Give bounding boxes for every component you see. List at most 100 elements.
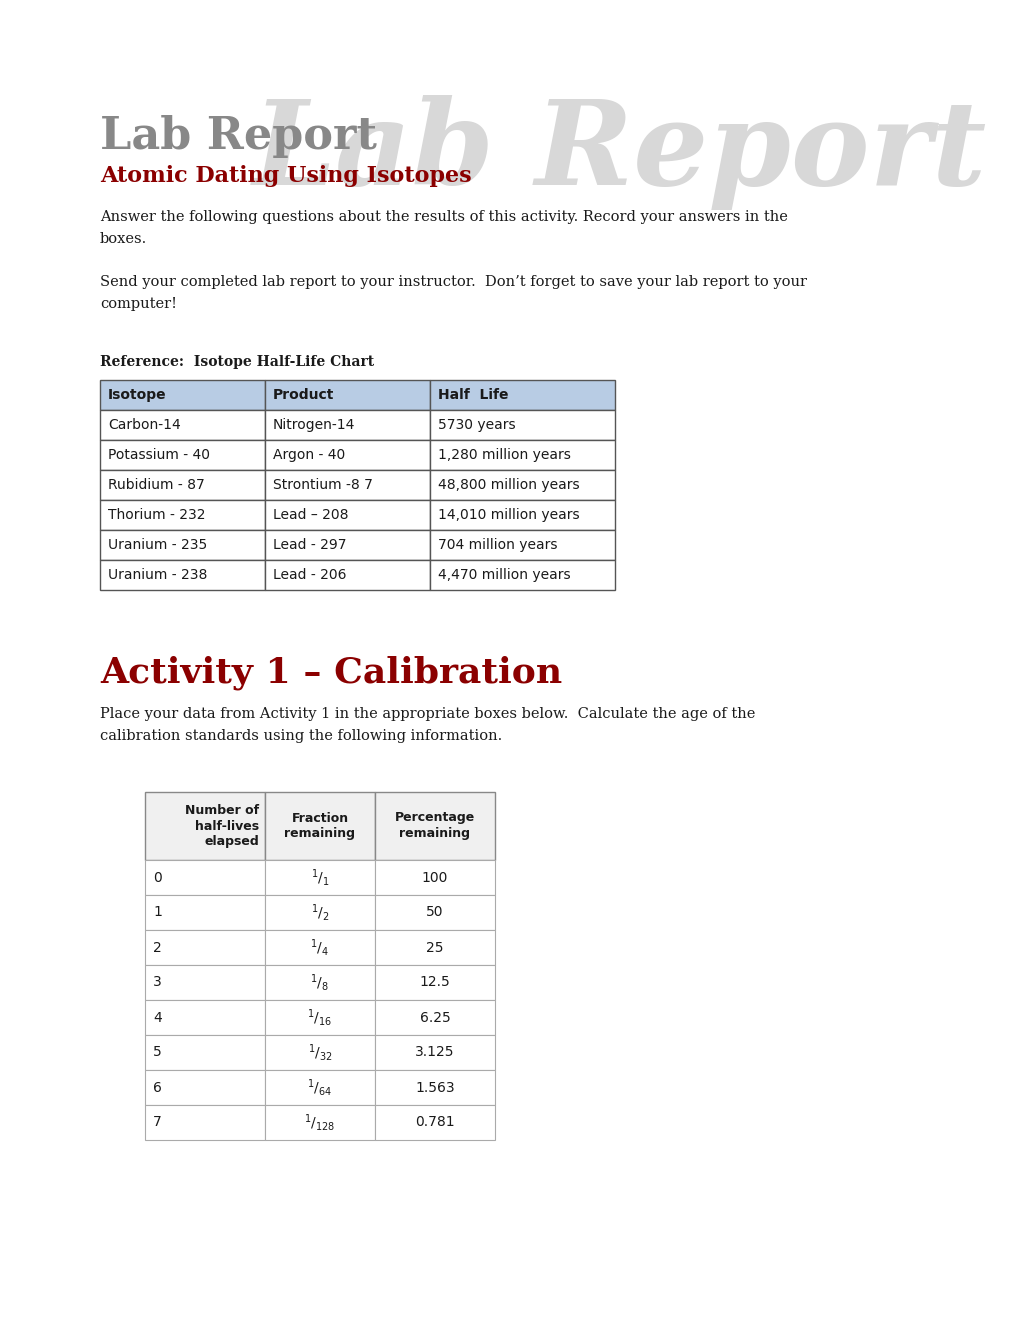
Text: 4: 4 [153, 1011, 162, 1024]
Text: Lead - 206: Lead - 206 [273, 568, 346, 582]
Bar [265, 895, 375, 931]
Bar [430, 560, 614, 590]
Bar [265, 792, 375, 861]
Text: $^1/_2$: $^1/_2$ [311, 902, 329, 923]
Bar [375, 965, 494, 1001]
Text: Nitrogen-14: Nitrogen-14 [273, 418, 355, 432]
Bar [100, 560, 265, 590]
Text: $^1/_8$: $^1/_8$ [310, 972, 329, 993]
Bar [265, 1035, 375, 1071]
Text: 0: 0 [153, 870, 162, 884]
Text: 5730 years: 5730 years [437, 418, 516, 432]
Text: Percentage
remaining: Percentage remaining [394, 812, 475, 841]
Text: Rubidium - 87: Rubidium - 87 [108, 478, 205, 492]
Text: $^1/_{32}$: $^1/_{32}$ [308, 1041, 332, 1063]
Bar [265, 380, 430, 411]
Bar [265, 500, 430, 531]
Text: $^1/_1$: $^1/_1$ [311, 867, 329, 888]
Bar [145, 792, 265, 861]
Bar [375, 931, 494, 965]
Bar [430, 500, 614, 531]
Text: Reference:  Isotope Half-Life Chart: Reference: Isotope Half-Life Chart [100, 355, 374, 370]
Bar [375, 1071, 494, 1105]
Text: $^1/_4$: $^1/_4$ [310, 937, 329, 958]
Bar [145, 1071, 265, 1105]
Bar [265, 965, 375, 1001]
Bar [375, 792, 494, 861]
Bar [265, 861, 375, 895]
Text: 1,280 million years: 1,280 million years [437, 447, 571, 462]
Bar [145, 1035, 265, 1071]
Text: Activity 1 – Calibration: Activity 1 – Calibration [100, 655, 561, 689]
Text: Thorium - 232: Thorium - 232 [108, 508, 205, 521]
Text: 7: 7 [153, 1115, 162, 1130]
Text: $^1/_{128}$: $^1/_{128}$ [304, 1111, 335, 1133]
Text: Lab Report: Lab Report [100, 115, 377, 158]
Text: Lead – 208: Lead – 208 [273, 508, 348, 521]
Text: 12.5: 12.5 [419, 975, 450, 990]
Text: 704 million years: 704 million years [437, 539, 557, 552]
Text: Lead - 297: Lead - 297 [273, 539, 346, 552]
Bar [430, 470, 614, 500]
Bar [100, 470, 265, 500]
Text: 0.781: 0.781 [415, 1115, 454, 1130]
Bar [375, 895, 494, 931]
Bar [265, 1071, 375, 1105]
Text: 5: 5 [153, 1045, 162, 1060]
Text: Send your completed lab report to your instructor.  Don’t forget to save your la: Send your completed lab report to your i… [100, 275, 806, 310]
Text: Carbon-14: Carbon-14 [108, 418, 180, 432]
Bar [375, 1001, 494, 1035]
Text: Answer the following questions about the results of this activity. Record your a: Answer the following questions about the… [100, 210, 787, 246]
Text: 50: 50 [426, 906, 443, 920]
Bar [100, 500, 265, 531]
Bar [145, 1105, 265, 1140]
Bar [100, 380, 265, 411]
Text: Fraction
remaining: Fraction remaining [284, 812, 356, 841]
Bar [375, 1105, 494, 1140]
Text: 1.563: 1.563 [415, 1081, 454, 1094]
Bar [100, 531, 265, 560]
Bar [430, 440, 614, 470]
Bar [430, 380, 614, 411]
Bar [265, 411, 430, 440]
Text: Uranium - 238: Uranium - 238 [108, 568, 207, 582]
Bar [145, 861, 265, 895]
Text: Lab Report: Lab Report [253, 95, 986, 210]
Text: 14,010 million years: 14,010 million years [437, 508, 579, 521]
Text: Atomic Dating Using Isotopes: Atomic Dating Using Isotopes [100, 165, 471, 187]
Text: $^1/_{16}$: $^1/_{16}$ [307, 1007, 332, 1028]
Text: 4,470 million years: 4,470 million years [437, 568, 570, 582]
Text: Half  Life: Half Life [437, 388, 508, 403]
Bar [430, 531, 614, 560]
Text: Product: Product [273, 388, 334, 403]
Text: 1: 1 [153, 906, 162, 920]
Bar [430, 411, 614, 440]
Bar [265, 470, 430, 500]
Text: 100: 100 [422, 870, 447, 884]
Text: Strontium -8 7: Strontium -8 7 [273, 478, 373, 492]
Text: 6: 6 [153, 1081, 162, 1094]
Text: 25: 25 [426, 940, 443, 954]
Text: Place your data from Activity 1 in the appropriate boxes below.  Calculate the a: Place your data from Activity 1 in the a… [100, 708, 755, 743]
Bar [145, 931, 265, 965]
Text: Uranium - 235: Uranium - 235 [108, 539, 207, 552]
Text: 2: 2 [153, 940, 162, 954]
Bar [265, 1105, 375, 1140]
Text: $^1/_{64}$: $^1/_{64}$ [307, 1077, 332, 1098]
Bar [100, 440, 265, 470]
Bar [265, 560, 430, 590]
Bar [100, 411, 265, 440]
Text: Argon - 40: Argon - 40 [273, 447, 344, 462]
Text: 3.125: 3.125 [415, 1045, 454, 1060]
Bar [145, 895, 265, 931]
Text: Number of
half-lives
elapsed: Number of half-lives elapsed [184, 804, 259, 849]
Bar [265, 931, 375, 965]
Text: Isotope: Isotope [108, 388, 166, 403]
Text: Potassium - 40: Potassium - 40 [108, 447, 210, 462]
Bar [375, 1035, 494, 1071]
Bar [265, 1001, 375, 1035]
Bar [145, 965, 265, 1001]
Bar [145, 1001, 265, 1035]
Bar [265, 440, 430, 470]
Bar [265, 531, 430, 560]
